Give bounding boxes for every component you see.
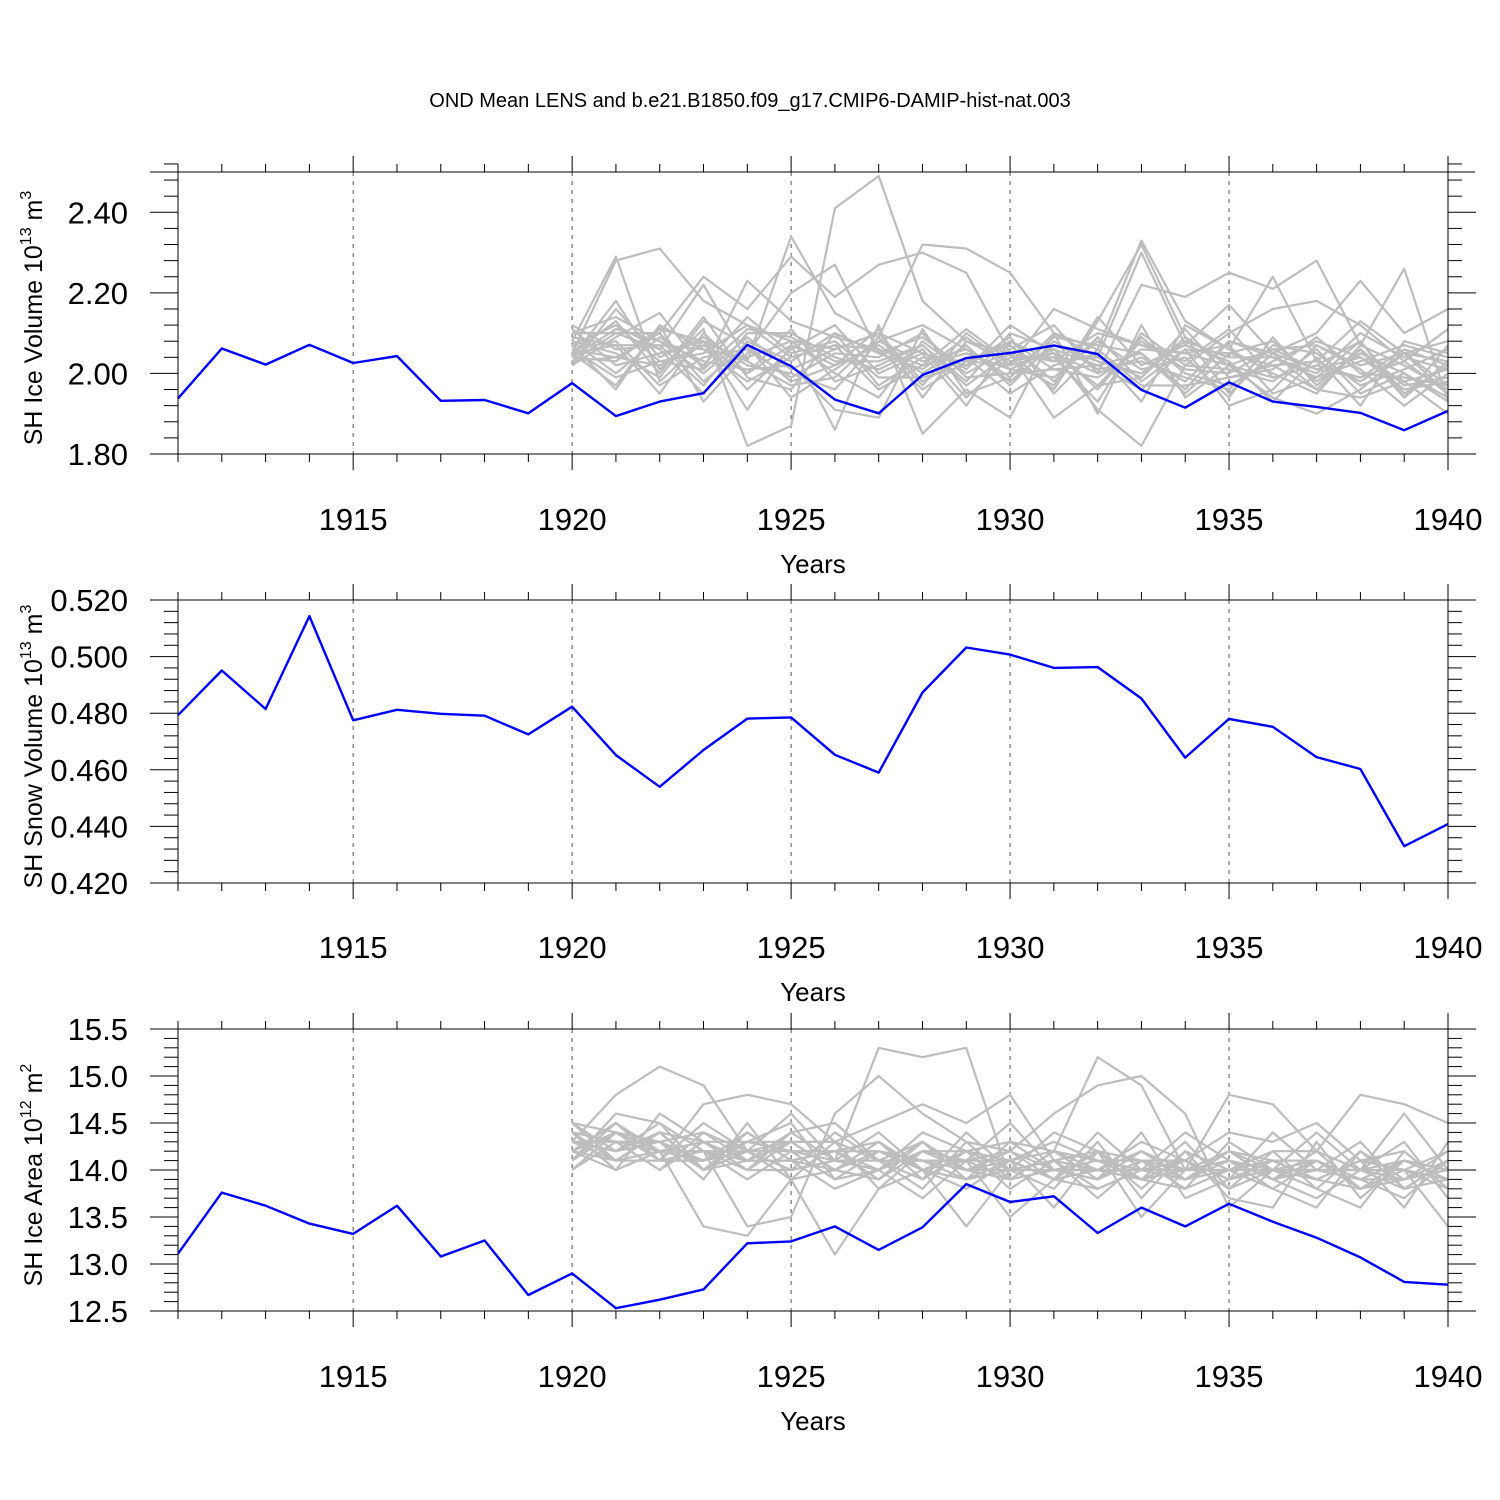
- ice-volume-panel: 1915 1920 1925 1930 1935 1940 1.80 2.00 2.20 2.40…: [18, 156, 1482, 579]
- ice-area-series-line: [177, 1182, 1449, 1310]
- ice-area-y-ticks: [150, 1028, 1476, 1312]
- ice-volume-x-tick-label: 1915: [319, 502, 388, 537]
- ice-volume-ensemble-line-18: [571, 307, 1449, 391]
- ice-volume-x-axis-label: Years: [780, 549, 846, 579]
- ice-area-y-tick-label: 12.5: [68, 1294, 128, 1329]
- ice-volume-x-tick-label: 1940: [1414, 502, 1483, 537]
- ice-volume-ensemble-line-15: [571, 324, 1449, 399]
- snow-volume-y-tick-label: 0.420: [50, 866, 128, 901]
- snow-volume-x-ticks: [177, 584, 1449, 899]
- snow-volume-y-tick-label: 0.460: [50, 753, 128, 788]
- ice-area-x-tick-label: 1930: [976, 1359, 1045, 1394]
- ice-volume-ensemble-line-2: [571, 235, 1449, 387]
- ice-area-ensemble: [571, 1046, 1449, 1256]
- ice-area-ensemble-line-24: [572, 1140, 1449, 1181]
- snow-volume-y-tick-label: 0.440: [50, 809, 128, 844]
- snow-volume-x-tick-label: 1935: [1195, 930, 1264, 965]
- ice-area-y-tick-label: 15.5: [68, 1012, 128, 1047]
- ice-area-x-tick-label: 1935: [1195, 1359, 1264, 1394]
- ice-volume-y-ticks: [150, 163, 1476, 455]
- snow-volume-panel: 1915 1920 1925 1930 1935 1940 0.420 0.440 0.460 0…: [18, 583, 1482, 1007]
- figure-title: OND Mean LENS and b.e21.B1850.f09_g17.CM…: [429, 90, 1070, 112]
- ice-area-y-tick-label: 14.5: [68, 1106, 128, 1141]
- ice-area-y-tick-label: 15.0: [68, 1059, 128, 1094]
- ice-volume-x-tick-label: 1930: [976, 502, 1045, 537]
- snow-volume-x-tick-label: 1940: [1414, 930, 1483, 965]
- snow-volume-x-axis-label: Years: [780, 977, 846, 1007]
- ice-area-x-tick-label: 1940: [1414, 1359, 1483, 1394]
- snow-volume-x-tick-label: 1925: [757, 930, 826, 965]
- ice-volume-y-tick-label: 2.20: [68, 276, 128, 311]
- ice-area-panel: 1915 1920 1925 1930 1935 1940 12.5 13.0 13.5 14.0…: [18, 1012, 1482, 1436]
- ice-area-x-tick-label: 1915: [319, 1359, 388, 1394]
- snow-volume-y-ticks: [150, 599, 1476, 884]
- ice-volume-x-tick-label: 1920: [538, 502, 607, 537]
- snow-volume-x-tick-label: 1915: [319, 930, 388, 965]
- ice-volume-y-tick-label: 2.00: [68, 356, 128, 391]
- ice-volume-y-axis-label: SH Ice Volume 1013 m3: [18, 191, 48, 446]
- ice-volume-ensemble-line-19: [571, 315, 1449, 395]
- ice-volume-x-ticks: [177, 156, 1449, 470]
- snow-volume-y-tick-label: 0.520: [50, 583, 128, 618]
- ice-volume-x-tick-label: 1925: [757, 502, 826, 537]
- ice-volume-series-line: [177, 343, 1449, 432]
- ice-area-ensemble-line-21: [571, 1131, 1449, 1190]
- ice-volume-ensemble-line-6: [571, 263, 1449, 447]
- ice-area-y-axis-label: SH Ice Area 1012 m2: [18, 1064, 48, 1287]
- ice-area-ensemble-line-4: [571, 1093, 1449, 1209]
- ice-volume-ensemble-line-17: [571, 324, 1449, 403]
- ice-volume-ensemble-line-23: [571, 328, 1449, 387]
- ice-volume-ensemble-line-12: [571, 315, 1449, 407]
- snow-volume-plot-frame: [177, 599, 1449, 884]
- ice-area-y-tick-label: 13.0: [68, 1247, 128, 1282]
- snow-volume-y-tick-label: 0.500: [50, 640, 128, 675]
- ice-area-x-axis-label: Years: [780, 1406, 846, 1436]
- snow-volume-series-line: [177, 614, 1449, 848]
- ice-area-x-tick-label: 1920: [538, 1359, 607, 1394]
- snow-volume-y-tick-label: 0.480: [50, 696, 128, 731]
- snow-volume-x-tick-label: 1920: [538, 930, 607, 965]
- snow-volume-x-tick-label: 1930: [976, 930, 1045, 965]
- ice-area-x-ticks: [177, 1013, 1449, 1327]
- ice-volume-x-tick-label: 1935: [1195, 502, 1264, 537]
- ice-area-y-tick-label: 13.5: [68, 1200, 128, 1235]
- ice-area-ensemble-line-23: [571, 1140, 1449, 1181]
- ice-volume-y-tick-label: 1.80: [68, 437, 128, 472]
- snow-volume-y-axis-label: SH Snow Volume 1013 m3: [18, 605, 48, 889]
- ice-area-x-tick-label: 1925: [757, 1359, 826, 1394]
- ice-volume-ensemble-line-25: [571, 340, 1449, 395]
- ice-area-y-tick-label: 14.0: [68, 1153, 128, 1188]
- ice-volume-y-tick-label: 2.40: [68, 195, 128, 230]
